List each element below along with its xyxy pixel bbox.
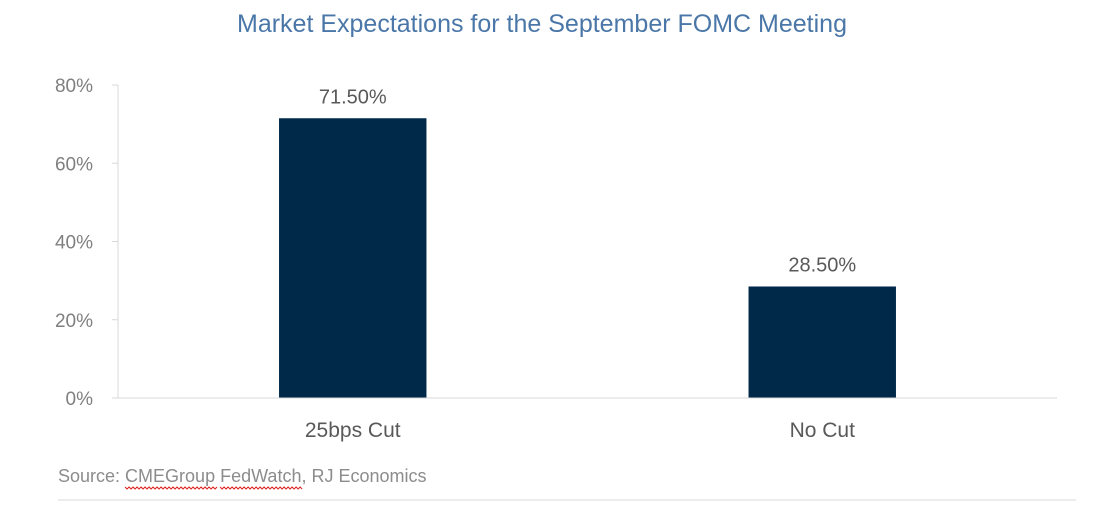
spellcheck-underlines <box>124 486 303 490</box>
bar <box>279 118 427 398</box>
data-label: 71.50% <box>319 86 387 108</box>
source-cmegroup: CMEGroup <box>125 466 215 486</box>
spellcheck-underline <box>124 486 218 490</box>
category-labels: 25bps Cut No Cut <box>305 419 855 442</box>
y-axis-ticks: 0% 20% 40% 60% 80% <box>55 76 118 410</box>
y-tick-label: 80% <box>55 76 93 97</box>
bars-group: 71.50% 28.50% <box>279 86 896 398</box>
spellcheck-underline <box>219 486 303 490</box>
y-tick-label: 20% <box>55 311 93 332</box>
chart-title: Market Expectations for the September FO… <box>237 10 847 38</box>
category-label: No Cut <box>790 419 856 442</box>
data-label: 28.50% <box>788 254 856 276</box>
bar <box>748 286 896 398</box>
source-prefix: Source: <box>58 466 125 486</box>
source-note: Source: CMEGroup FedWatch, RJ Economics <box>58 466 427 486</box>
source-fedwatch: FedWatch <box>220 466 301 486</box>
y-tick-label: 0% <box>66 389 94 410</box>
category-label: 25bps Cut <box>305 419 401 442</box>
y-tick-label: 40% <box>55 233 93 254</box>
y-tick-label: 60% <box>55 154 93 175</box>
source-suffix: , RJ Economics <box>301 466 426 486</box>
